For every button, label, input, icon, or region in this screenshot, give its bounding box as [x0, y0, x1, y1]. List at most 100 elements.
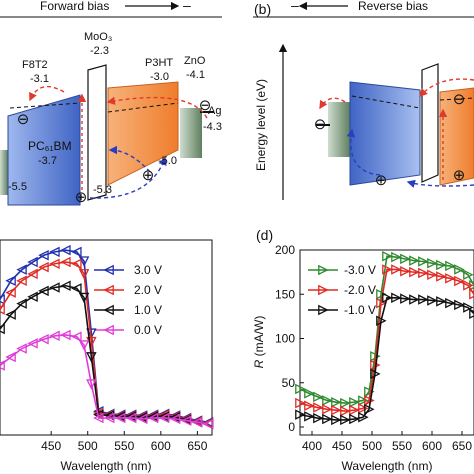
chart-d-point	[358, 412, 369, 423]
chart-c-point	[78, 256, 90, 267]
chart-c-point	[180, 415, 192, 426]
ag-label: Ag	[208, 105, 221, 117]
chart-d-point	[304, 400, 315, 412]
chart-d-point	[382, 292, 393, 304]
pcbm-label: PC₆₁BM	[28, 139, 72, 153]
chart-c-legend-marker	[103, 324, 114, 336]
chart-d-legend-label: -3.0 V	[344, 263, 376, 277]
chart-c-xtick-label: 600	[151, 439, 171, 453]
moo3-block	[87, 64, 107, 201]
chart-c-frame	[0, 239, 213, 436]
chart-d-legend: -3.0 V -2.0 V -1.0 V	[308, 263, 376, 317]
chart-d-point	[463, 302, 474, 313]
chart-d-ytick-label: 200	[275, 243, 295, 257]
chart-d-point	[427, 295, 438, 306]
p3ht-homo-level: -5.0	[158, 155, 177, 167]
chart-d-point	[400, 253, 411, 265]
chart-d-point	[313, 391, 324, 403]
chart-c-point	[38, 250, 49, 261]
p3ht-dashed	[107, 102, 179, 113]
chart-d-series-line	[299, 296, 474, 421]
chart-d-point	[454, 275, 465, 287]
b-hole-symbol-right: ⊕	[453, 167, 466, 184]
chart-d-point	[436, 271, 447, 282]
chart-d-point	[322, 404, 333, 415]
panel-b-tag: (b)	[254, 1, 271, 17]
chart-c-point	[16, 264, 27, 275]
pcbm-homo-level: -5.5	[8, 181, 27, 193]
moo3-level: -2.3	[90, 45, 109, 57]
chart-d-xtick-label: 500	[362, 439, 382, 453]
p3ht-level: -3.0	[150, 71, 169, 83]
hole-symbol: ⊕	[75, 189, 88, 206]
f8t2-level: -3.1	[30, 73, 49, 85]
b-electron-symbol: ⊖	[314, 116, 327, 133]
chart-c-point	[71, 283, 82, 294]
chart-c-point	[5, 287, 16, 298]
chart-d-ytick-label: 0	[288, 420, 295, 434]
chart-c-point	[114, 412, 126, 424]
chart-d-point	[400, 293, 411, 304]
chart-d-point	[349, 404, 360, 416]
chart-c-legend-label: 1.0 V	[134, 303, 162, 317]
chart-d-point	[364, 386, 375, 397]
chart-c-point	[71, 246, 82, 258]
chart-c-point	[38, 333, 49, 345]
chart-d-point	[295, 397, 306, 409]
chart-d-point	[469, 280, 474, 291]
chart-d-xtick-label: 650	[452, 439, 472, 453]
chart-c-point	[16, 298, 27, 309]
chart-c-legend-label: 0.0 V	[134, 323, 162, 337]
chart-d-point	[382, 250, 393, 262]
chart-d-point	[427, 269, 438, 281]
chart-d-ylabel-italic: R	[252, 359, 266, 368]
electron-path-arrow	[29, 85, 65, 102]
chart-d-xtick-label: 400	[302, 439, 322, 453]
left-electrode	[0, 150, 8, 195]
chart-d-point	[322, 413, 333, 425]
panel-a: Forward bias – ⊖ ⊖ ⊕ ⊕ MoO₃ -2.3 F8T2 -	[0, 0, 222, 206]
chart-c-point	[38, 285, 49, 297]
chart-d-point	[340, 414, 351, 426]
chart-c-point	[27, 338, 38, 349]
chart-d-point	[409, 294, 420, 305]
chart-c-xlabel: Wavelength (nm)	[61, 459, 152, 473]
chart-d-point	[313, 402, 324, 413]
chart-c-point	[27, 256, 38, 268]
chart-c-point	[86, 352, 97, 363]
chart-d-point	[349, 413, 360, 425]
chart-d-point	[364, 395, 375, 406]
chart-d-point	[391, 251, 402, 263]
chart-d-point	[454, 264, 465, 275]
chart-c-xtick-label: 550	[114, 439, 134, 453]
chart-d-point	[340, 405, 351, 417]
chart-c-point	[27, 268, 38, 280]
chart-c-series-line	[0, 334, 209, 425]
chart-d-point	[409, 266, 420, 278]
chart-d-point	[364, 404, 375, 415]
chart-c-legend-marker	[103, 284, 114, 296]
chart-d-point	[376, 297, 387, 309]
chart-c-legend-label: 3.0 V	[134, 263, 162, 277]
chart-d-point	[463, 269, 474, 281]
chart-d: (d) R (mA/W) Wavelength (nm) -3.0 V -2.0 …	[252, 227, 474, 473]
chart-d-ytick-label: 50	[282, 376, 296, 390]
chart-c-point	[0, 294, 5, 305]
chart-c-point	[78, 292, 90, 304]
chart-c-point	[60, 329, 71, 341]
chart-c-point	[49, 258, 60, 269]
chart-d-point	[313, 412, 324, 424]
chart-c-point	[202, 418, 214, 430]
forward-bias-minus: –	[183, 0, 191, 13]
chart-c-point	[60, 244, 71, 256]
chart-c-point	[5, 351, 16, 363]
chart-c-point	[78, 269, 90, 280]
chart-d-point	[454, 299, 465, 311]
chart-d-legend-marker	[318, 304, 329, 316]
chart-c-xtick-label: 450	[41, 439, 61, 453]
b-moo3-block	[421, 63, 439, 183]
b-pcbm-block	[349, 81, 421, 186]
chart-c-point	[78, 340, 90, 351]
electron-symbol: ⊖	[17, 111, 30, 128]
chart-d-point	[445, 273, 456, 284]
